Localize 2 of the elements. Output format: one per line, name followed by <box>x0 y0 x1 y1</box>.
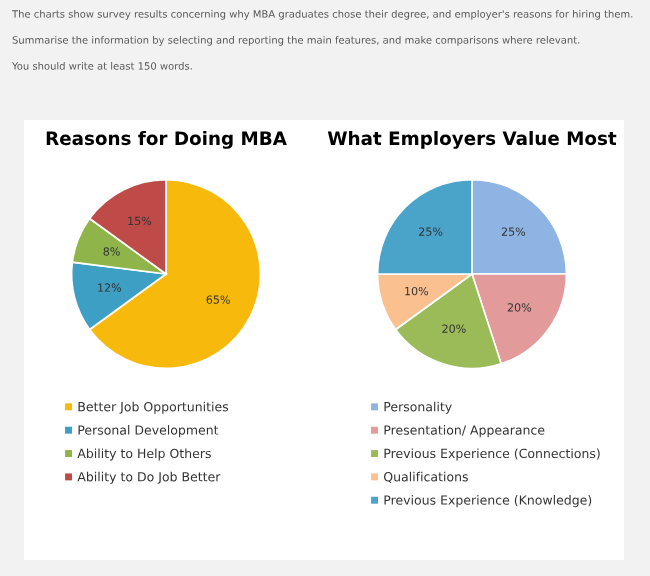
chart-title: Reasons for Doing MBA <box>46 130 287 149</box>
chart-title: What Employers Value Most <box>327 130 617 149</box>
